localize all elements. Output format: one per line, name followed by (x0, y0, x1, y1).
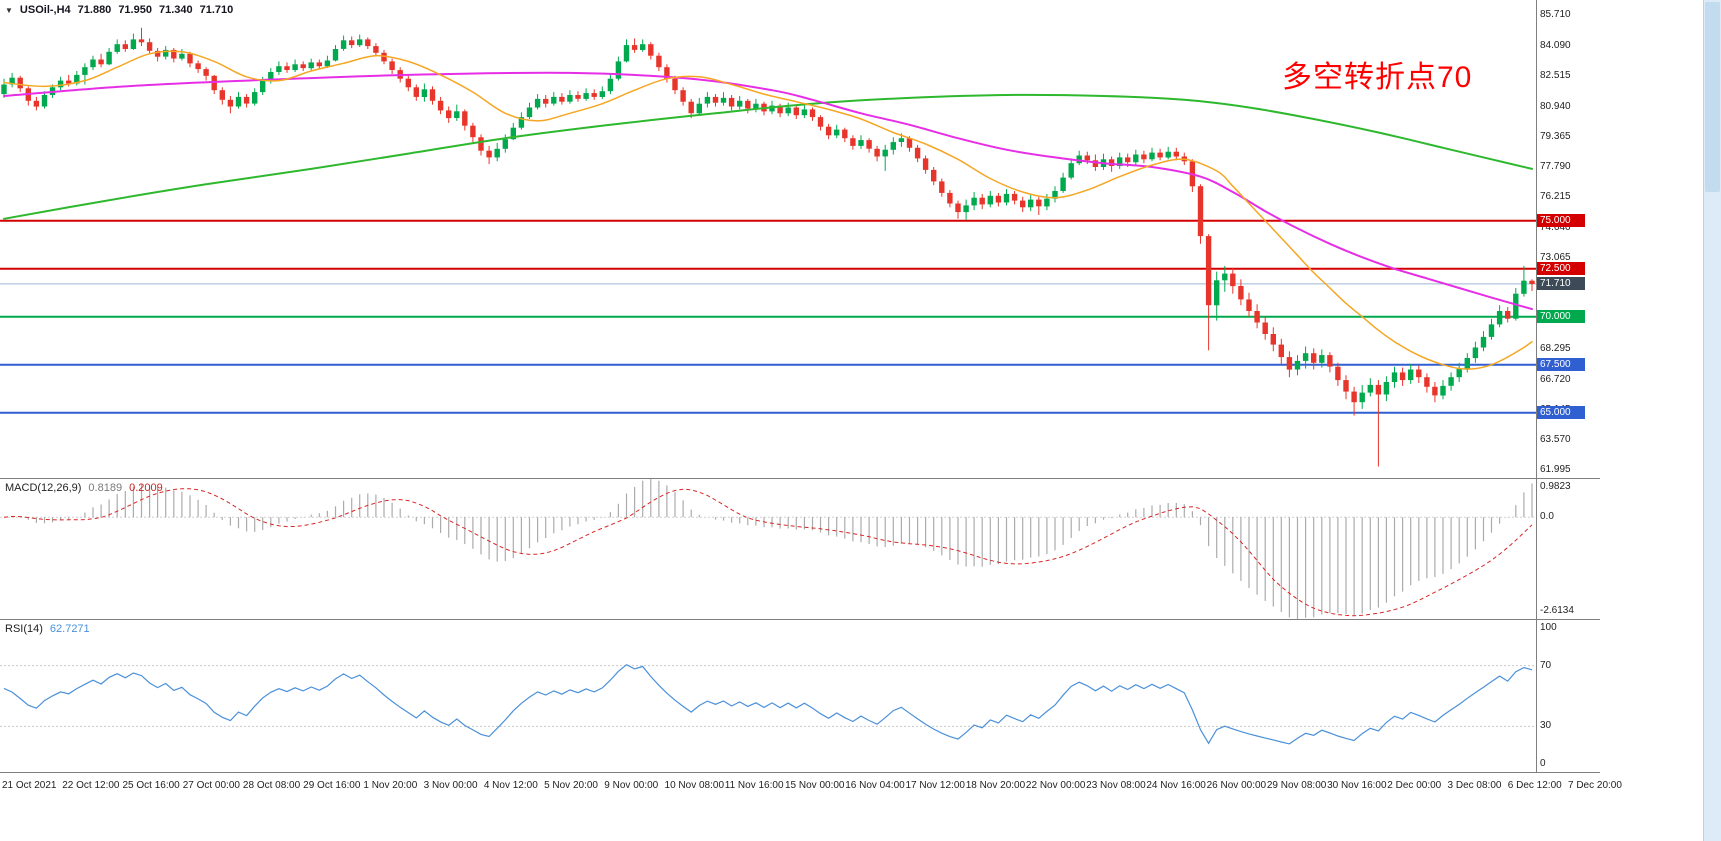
chart-annotation: 多空转折点70 (1282, 61, 1473, 94)
time-axis-label: 6 Dec 12:00 (1507, 780, 1562, 791)
time-axis-label: 22 Nov 00:00 (1025, 780, 1086, 791)
ma-slow-green (3, 93, 1533, 220)
ma-mid-magenta (3, 71, 1533, 311)
time-axis-label: 25 Oct 16:00 (122, 780, 180, 791)
time-axis-label: 27 Oct 00:00 (182, 780, 240, 791)
rsi-line (3, 663, 1533, 745)
axis-label: 68.295 (1540, 343, 1571, 355)
scrollbar-thumb[interactable] (1705, 2, 1720, 192)
time-axis-label: 15 Nov 00:00 (785, 780, 845, 791)
price-tag-72.500: 72.500 (1537, 261, 1585, 275)
price-tag-67.500: 67.500 (1537, 357, 1585, 371)
symbol-timeframe-label: USOil-,H4 (19, 4, 71, 16)
time-axis-label: 10 Nov 08:00 (664, 780, 725, 791)
rsi-panel: 100 70 30 0 RSI(14) 62.7271 (0, 619, 1600, 772)
chart-title: ▼ USOil-,H4 71.880 71.950 71.340 71.710 (5, 4, 233, 16)
axis-label: 74.640 (1540, 221, 1571, 233)
time-axis-label: 21 Oct 2021 (2, 780, 57, 791)
time-axis-label: 1 Nov 20:00 (363, 780, 418, 791)
time-axis-label: 28 Oct 08:00 (242, 780, 301, 791)
axis-label: 77.790 (1540, 161, 1571, 173)
ohlc-close: 71.710 (199, 4, 234, 16)
axis-label: 30 (1540, 720, 1552, 732)
time-axis-label: 3 Dec 08:00 (1447, 780, 1502, 791)
axis-label: 82.515 (1540, 70, 1571, 82)
rsi-label: RSI(14) 62.7271 (5, 623, 90, 635)
macd-label: MACD(12,26,9) 0.8189 0.2009 (5, 482, 163, 494)
time-axis-label: 18 Nov 20:00 (965, 780, 1026, 791)
time-axis-label: 5 Nov 20:00 (544, 780, 598, 791)
time-axis-label: 23 Nov 08:00 (1086, 780, 1146, 791)
axis-label: 79.365 (1540, 130, 1571, 142)
symbol-dropdown-icon[interactable]: ▼ (5, 5, 13, 15)
axis-label: 73.065 (1540, 251, 1571, 263)
axis-label: 0.9823 (1540, 481, 1571, 492)
price-tag-65.000: 65.000 (1537, 405, 1585, 419)
time-axis-label: 17 Nov 12:00 (905, 780, 965, 791)
ohlc-low: 71.340 (158, 4, 193, 16)
price-tag-70.000: 70.000 (1537, 309, 1585, 323)
ma-fast-orange (3, 50, 1533, 370)
time-axis-label: 16 Nov 04:00 (845, 780, 905, 791)
axis-label: 80.940 (1540, 100, 1571, 112)
candlestick-chart[interactable] (0, 0, 1536, 478)
macd-axis: 0.9823 0.0 -2.6134 (1536, 479, 1600, 619)
time-axis-label: 29 Nov 08:00 (1266, 780, 1327, 791)
time-axis-label: 29 Oct 16:00 (303, 780, 361, 791)
axis-label: 76.215 (1540, 191, 1571, 203)
time-axis-label: 7 Dec 20:00 (1568, 780, 1622, 791)
time-axis-label: 24 Nov 16:00 (1146, 780, 1206, 791)
time-axis-label: 26 Nov 00:00 (1206, 780, 1267, 791)
macd-panel: 0.9823 0.0 -2.6134 MACD(12,26,9) 0.8189 0.… (0, 478, 1600, 619)
rsi-name: RSI(14) (5, 623, 43, 635)
macd-signal-line (3, 488, 1533, 617)
ohlc-high: 71.950 (118, 4, 152, 16)
time-axis-label: 4 Nov 12:00 (483, 780, 538, 791)
axis-label: 63.570 (1540, 434, 1571, 446)
axis-label: 85.710 (1540, 9, 1571, 21)
price-chart-panel: 85.710 84.090 82.515 80.940 79.365 77.790 76.2… (0, 0, 1600, 478)
macd-main-value: 0.8189 (88, 482, 123, 494)
axis-label: 84.090 (1540, 40, 1571, 52)
rsi-value: 62.7271 (49, 623, 90, 635)
macd-name: MACD(12,26,9) (5, 482, 82, 494)
time-axis-label: 9 Nov 00:00 (604, 780, 659, 791)
axis-label: 0 (1540, 758, 1546, 769)
vertical-scrollbar[interactable] (1703, 0, 1721, 841)
time-axis-label: 11 Nov 16:00 (724, 780, 784, 791)
rsi-chart[interactable] (0, 620, 1536, 772)
time-axis-label: 3 Nov 00:00 (423, 780, 478, 791)
axis-label: 66.720 (1540, 373, 1571, 385)
axis-label: -2.6134 (1540, 605, 1574, 616)
rsi-axis: 100 70 30 0 (1536, 620, 1600, 772)
axis-label: 0.0 (1540, 511, 1554, 523)
axis-label: 70 (1540, 659, 1552, 671)
time-axis-label: 22 Oct 12:00 (62, 780, 120, 791)
time-axis-label: 2 Dec 00:00 (1387, 780, 1442, 791)
time-axis-label: 30 Nov 16:00 (1327, 780, 1387, 791)
price-tag-75.000: 75.000 (1537, 213, 1585, 227)
macd-signal-value: 0.2009 (129, 482, 163, 494)
axis-label: 61.995 (1540, 464, 1571, 476)
ohlc-open: 71.880 (77, 4, 112, 16)
price-axis: 85.710 84.090 82.515 80.940 79.365 77.790 76.2… (1536, 0, 1600, 478)
macd-chart[interactable] (0, 479, 1536, 619)
axis-label: 100 (1540, 622, 1557, 633)
price-tag-71.710: 71.710 (1537, 276, 1585, 290)
time-axis: 21 Oct 2021 22 Oct 12:00 25 Oct 16:00 27 Oc… (0, 772, 1622, 798)
